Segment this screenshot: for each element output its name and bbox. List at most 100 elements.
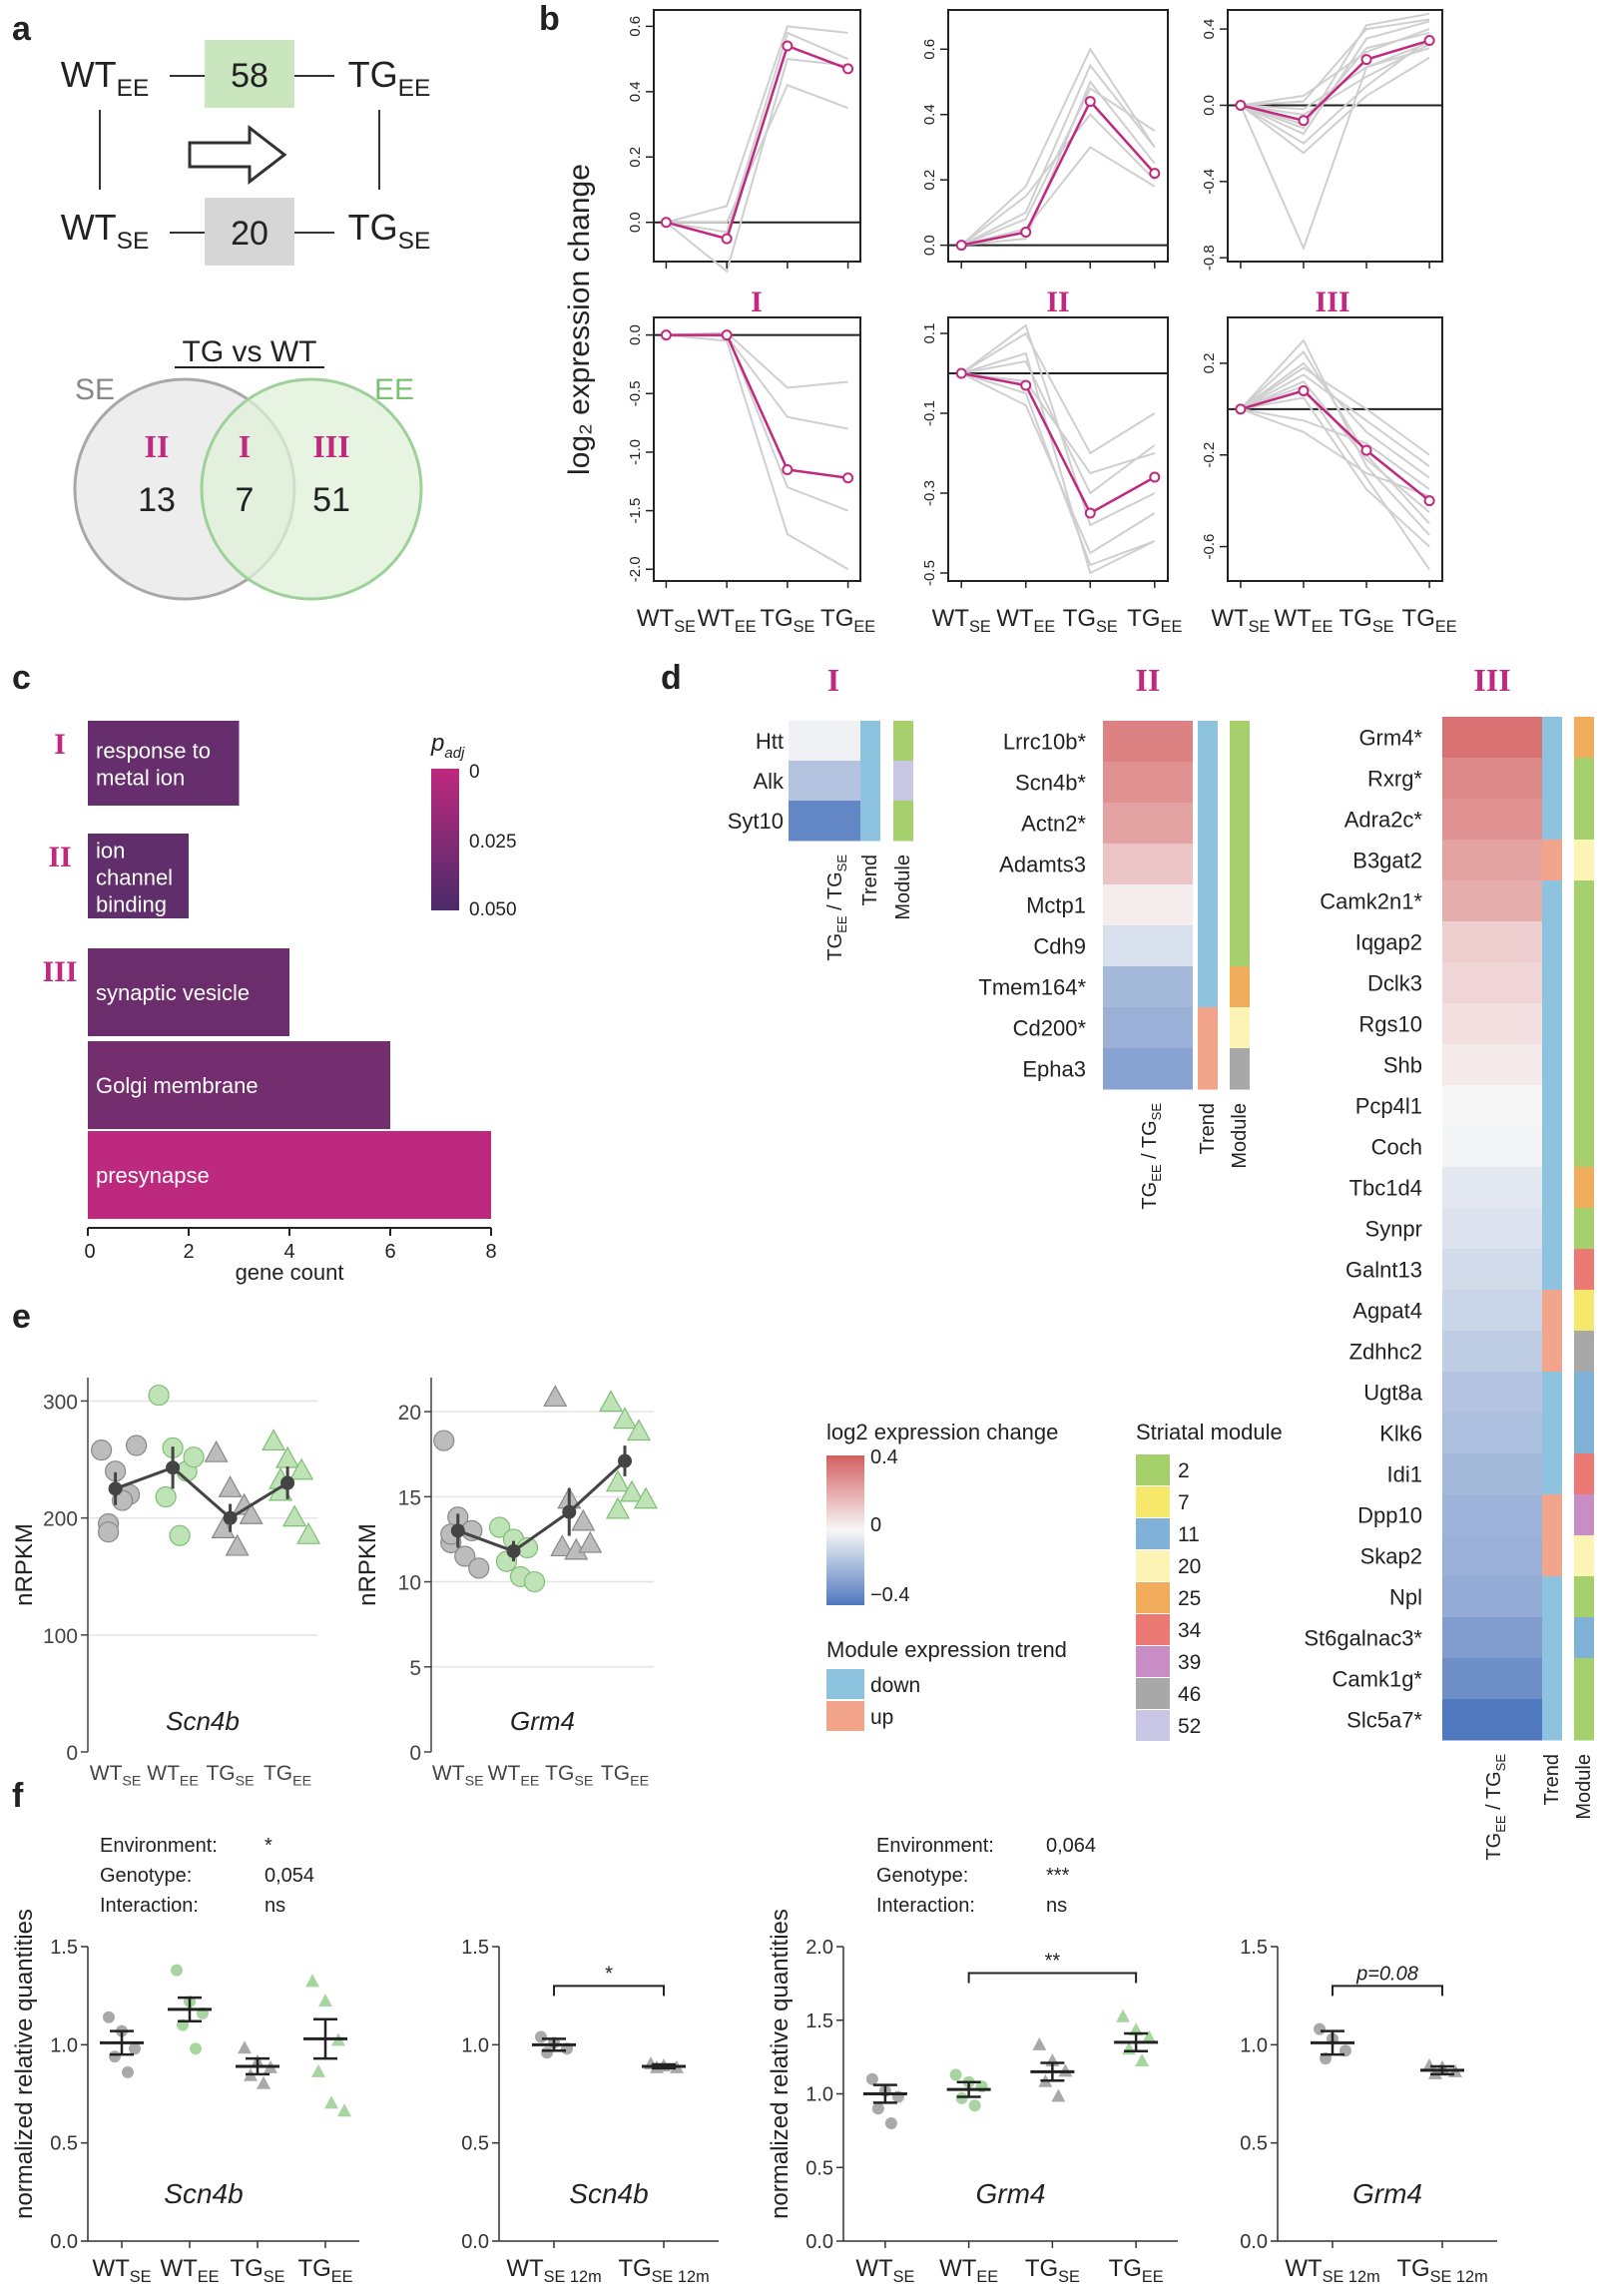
plot-frame (1227, 316, 1443, 582)
heatmap-cell (1442, 1044, 1542, 1086)
col-slash: / (1139, 1148, 1161, 1164)
expr-legend-title: log2 expression change (826, 1420, 1058, 1444)
trend-cell (1198, 721, 1218, 763)
heatmap-cell (1442, 1003, 1542, 1045)
ytick-label: 1.0 (461, 2034, 489, 2056)
gene-label: Coch (1371, 1135, 1422, 1160)
b-xtick-5-2-main: TG (1338, 605, 1371, 632)
gene-label: Epha3 (1022, 1057, 1086, 1082)
trend-cell (1542, 1167, 1562, 1209)
b-xtick-5-2: TGSE (1338, 605, 1393, 636)
col-tg: TG (824, 933, 846, 961)
data-point-triangle (578, 1530, 603, 1553)
f-xtick: WTEE (939, 2255, 998, 2286)
heatmap-cell (1442, 1535, 1542, 1577)
module-column-label: Module (1573, 1754, 1595, 1820)
gene-line (1240, 37, 1430, 145)
module-cell (1230, 1007, 1250, 1049)
ytick-label: 0.5 (461, 2133, 489, 2155)
go-bar-label: synaptic vesicle (96, 980, 250, 1005)
ytick-label: 1.5 (461, 1937, 489, 1959)
b-xtick-5-2-sub: SE (1372, 618, 1394, 636)
b-xtick-4-1-sub: EE (1034, 618, 1056, 636)
c-xtick-label: 0 (84, 1241, 95, 1263)
b-xtick-3-1-main: WT (698, 605, 736, 632)
b-xtick-4-3-main: TG (1127, 605, 1160, 632)
mean-point (1360, 54, 1372, 66)
line-plot-up-II: 0.0 0.2 0.4 0.6 (921, 9, 1169, 269)
data-point-triangle (324, 2095, 338, 2109)
mean-point (1020, 379, 1032, 391)
heatmap-cell (1442, 1331, 1542, 1373)
gene-line (1240, 43, 1430, 117)
trend-legend-title: Module expression trend (826, 1637, 1067, 1662)
heatmap-cell (1442, 1249, 1542, 1291)
b-xtick-4-2: TGSE (1063, 605, 1118, 636)
gene-line (960, 351, 1156, 575)
gene-label: Htt (756, 729, 784, 754)
mean-point (1084, 96, 1096, 108)
ytick-label: 0 (66, 1742, 78, 1765)
col-tg: TG (1483, 1833, 1505, 1861)
wt-se-label-sub: SE (117, 228, 150, 255)
ytick-label: 0.0 (921, 235, 938, 256)
ytick-label: 0.0 (805, 2231, 833, 2253)
stat-value: 0,054 (265, 1865, 314, 1887)
venn-region-roman-0: II (145, 428, 170, 464)
padj-tick-label: 0.025 (469, 832, 517, 853)
venn-region-count-1: 7 (236, 481, 255, 519)
b-xtick-3-3-main: TG (820, 605, 853, 632)
tg-se-label-sub: SE (398, 228, 431, 255)
data-point-circle (955, 2091, 968, 2104)
gene-label: Slc5a7* (1346, 1708, 1422, 1733)
trend-cell (860, 801, 880, 842)
heatmap-cell (1442, 1494, 1542, 1536)
ytick-label: 0.5 (50, 2133, 78, 2155)
gene-line (1240, 12, 1430, 130)
module-cell (1574, 880, 1594, 922)
mean-point (782, 40, 794, 52)
f-xtick-main: TG (1109, 2255, 1142, 2282)
b-xtick-4-3: TGEE (1127, 605, 1182, 636)
data-point-triangle (262, 1429, 286, 1451)
trend-swatch-up (826, 1701, 864, 1731)
f-xtick-main: WT (1285, 2255, 1323, 2282)
mean-point (955, 367, 967, 379)
gene-label: Iqgap2 (1355, 930, 1422, 955)
b-xtick-5-1-sub: EE (1312, 618, 1334, 636)
trend-cell (1198, 803, 1218, 845)
f-xtick-main: TG (230, 2255, 263, 2282)
gene-line (1240, 373, 1430, 468)
stat-key: Environment: (100, 1835, 218, 1857)
trend-legend-label: up (870, 1706, 893, 1729)
gene-label: Tbc1d4 (1349, 1176, 1422, 1201)
data-point-circle (122, 2065, 134, 2078)
col-ee: EE (834, 915, 849, 933)
gene-label: Shb (1383, 1053, 1422, 1078)
padj-tick-label: 0 (469, 762, 480, 783)
heatmap-cell (1442, 1167, 1542, 1209)
module-cell (1574, 758, 1594, 800)
data-point-circle (884, 2117, 897, 2129)
trend-cell (1542, 1453, 1562, 1495)
e-xtick-main: TG (545, 1762, 574, 1785)
plot-frame (653, 316, 861, 582)
ytick-label: -0.5 (921, 560, 938, 586)
mean-point (1020, 227, 1032, 239)
trend-cell (1542, 1699, 1562, 1741)
ytick-label: -0.1 (921, 400, 938, 426)
data-point-triangle (311, 2063, 325, 2077)
wt-ee-label: WTEE (61, 54, 150, 102)
e-xtick: TGSE (206, 1762, 254, 1789)
stat-value: 0,064 (1046, 1835, 1096, 1857)
mean-line (1240, 39, 1430, 123)
venn-title: TG vs WT (183, 335, 317, 368)
tg-ee-label-main: TG (348, 54, 398, 95)
mean-point (1298, 384, 1310, 396)
module-swatch-34 (1136, 1614, 1170, 1645)
heatmap-cell (1442, 880, 1542, 922)
data-point-circle (535, 2030, 547, 2043)
stat-key: Interaction: (876, 1895, 975, 1917)
